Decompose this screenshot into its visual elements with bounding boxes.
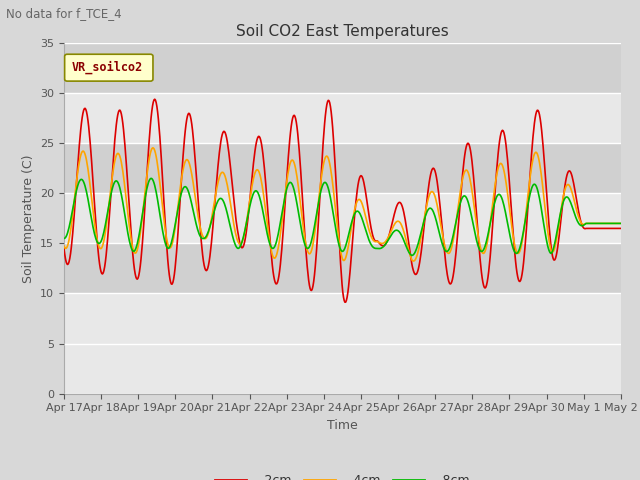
-2cm <box>125 206 133 212</box>
-4cm <box>433 199 440 204</box>
-4cm <box>125 224 133 229</box>
-4cm <box>60 243 68 249</box>
-8cm <box>125 238 133 243</box>
Line: -8cm: -8cm <box>64 179 621 255</box>
Legend:  -2cm,  -4cm,  -8cm: -2cm, -4cm, -8cm <box>210 469 475 480</box>
-2cm <box>277 254 285 260</box>
Y-axis label: Soil Temperature (C): Soil Temperature (C) <box>22 154 35 283</box>
Title: Soil CO2 East Temperatures: Soil CO2 East Temperatures <box>236 24 449 39</box>
X-axis label: Time: Time <box>327 419 358 432</box>
-4cm <box>410 258 417 264</box>
Line: -4cm: -4cm <box>64 148 621 261</box>
-8cm <box>408 252 415 258</box>
-8cm <box>401 239 408 245</box>
Line: -2cm: -2cm <box>64 99 621 302</box>
-2cm <box>433 174 440 180</box>
Bar <box>64 144 621 193</box>
-4cm <box>617 220 625 226</box>
-8cm <box>228 233 236 239</box>
-4cm <box>148 145 156 151</box>
-8cm <box>147 176 155 181</box>
-2cm <box>256 135 264 141</box>
-8cm <box>256 196 264 202</box>
-2cm <box>401 217 409 223</box>
-4cm <box>256 172 264 178</box>
Bar <box>64 43 621 93</box>
-8cm <box>60 236 68 241</box>
-2cm <box>341 300 349 305</box>
Text: No data for f_TCE_4: No data for f_TCE_4 <box>6 7 122 20</box>
Text: VR_soilco2: VR_soilco2 <box>72 61 143 74</box>
Bar <box>64 243 621 293</box>
-8cm <box>433 218 440 224</box>
-4cm <box>277 226 285 232</box>
-2cm <box>617 226 625 231</box>
-4cm <box>228 213 236 219</box>
-8cm <box>617 220 625 226</box>
-8cm <box>277 216 285 221</box>
-2cm <box>228 184 236 190</box>
-2cm <box>151 96 159 102</box>
-2cm <box>60 246 68 252</box>
-4cm <box>401 231 408 237</box>
